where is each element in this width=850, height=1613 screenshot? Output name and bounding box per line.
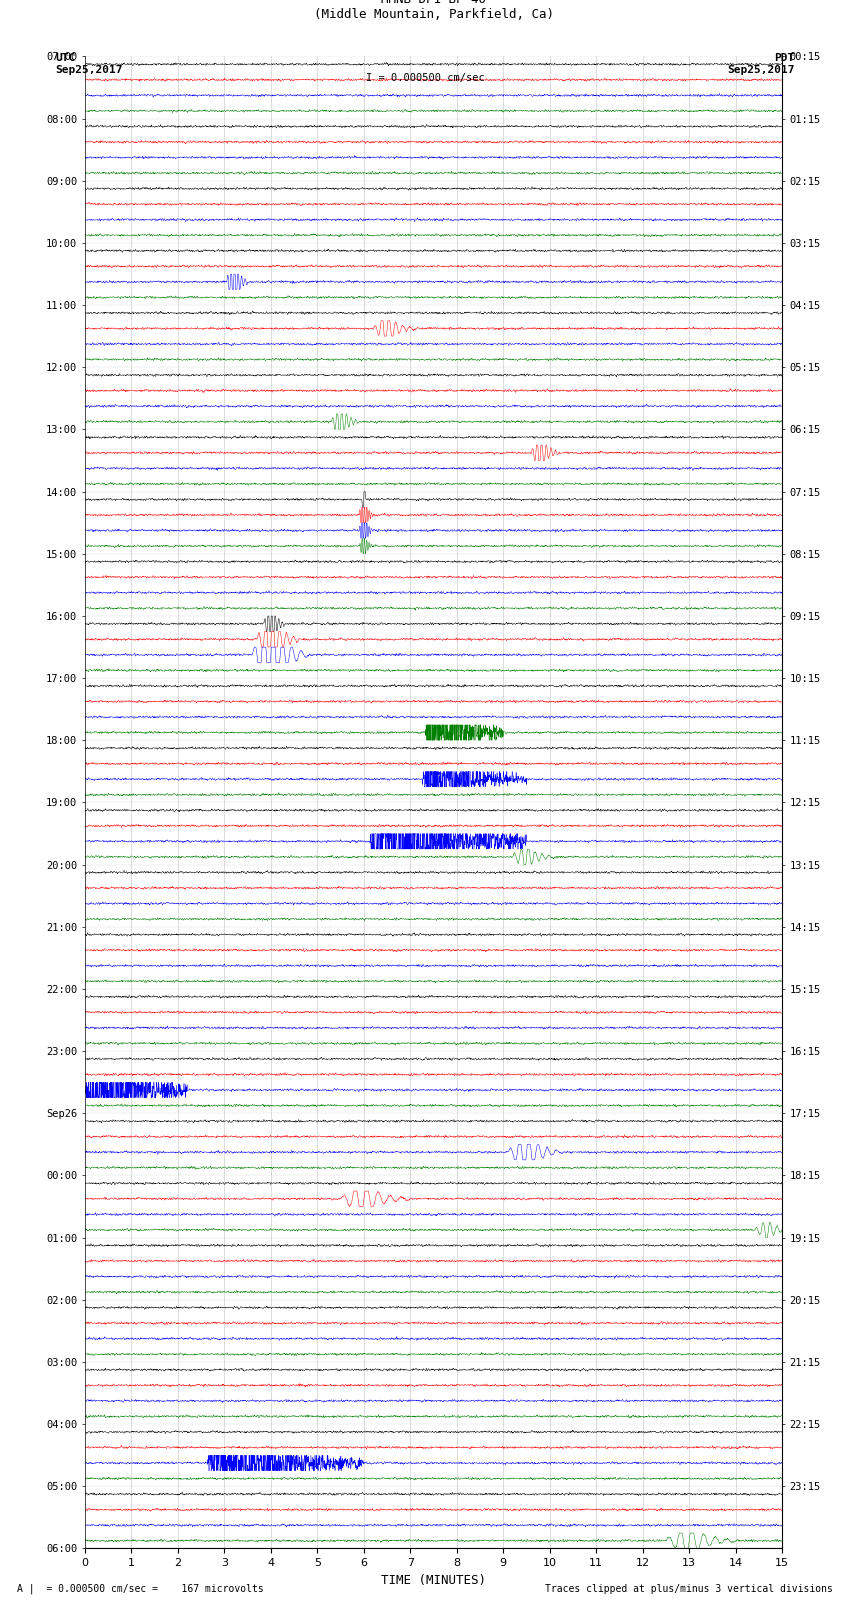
Text: Sep25,2017: Sep25,2017 — [728, 65, 795, 74]
X-axis label: TIME (MINUTES): TIME (MINUTES) — [381, 1574, 486, 1587]
Text: A |  = 0.000500 cm/sec =    167 microvolts: A | = 0.000500 cm/sec = 167 microvolts — [17, 1582, 264, 1594]
Text: PDT: PDT — [774, 53, 795, 63]
Text: Traces clipped at plus/minus 3 vertical divisions: Traces clipped at plus/minus 3 vertical … — [545, 1584, 833, 1594]
Title: MMNB DP1 BP 40
(Middle Mountain, Parkfield, Ca): MMNB DP1 BP 40 (Middle Mountain, Parkfie… — [314, 0, 553, 21]
Text: I = 0.000500 cm/sec: I = 0.000500 cm/sec — [366, 73, 484, 82]
Text: UTC: UTC — [55, 53, 76, 63]
Text: Sep25,2017: Sep25,2017 — [55, 65, 122, 74]
